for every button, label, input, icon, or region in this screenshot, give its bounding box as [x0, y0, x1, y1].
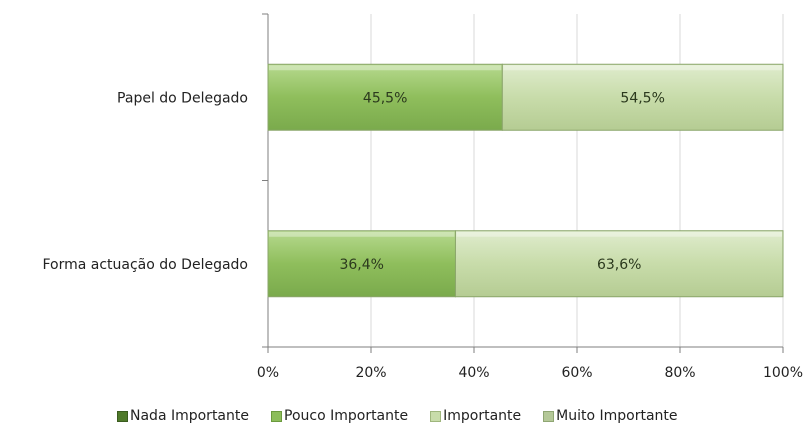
legend: Nada Importante Pouco Importante Importa… — [117, 408, 678, 424]
legend-swatch-importante — [430, 410, 442, 422]
x-tick-label-4: 80% — [664, 365, 695, 381]
labels: 0% 20% 40% 60% 80% 100% Papel do Delegado 45,5%… — [42, 90, 803, 381]
bar-highlight-importante-papel-do-delegado — [503, 65, 782, 71]
x-tick-label-3: 60% — [561, 365, 592, 381]
legend-label-muito-importante: Muito Importante — [556, 408, 678, 424]
data-label-pouco-importante-forma-actuacao-do-delegado: 36,4% — [339, 257, 383, 273]
legend-item-nada-importante: Nada Importante — [117, 408, 249, 424]
legend-item-muito-importante: Muito Importante — [543, 408, 678, 424]
category-label-papel-do-delegado: Papel do Delegado — [117, 90, 248, 106]
x-tick-label-0: 0% — [257, 365, 279, 381]
legend-item-pouco-importante: Pouco Importante — [271, 408, 408, 424]
bar-highlight-importante-forma-actuacao-do-delegado — [456, 231, 782, 237]
bar-pouco-importante-papel-do-delegado — [267, 63, 503, 131]
bar-importante-papel-do-delegado — [501, 63, 784, 131]
bar-importante-forma-actuacao-do-delegado — [454, 230, 784, 298]
legend-swatch-nada-importante — [117, 410, 128, 422]
x-tick-label-1: 20% — [355, 365, 386, 381]
category-label-forma-actuacao-do-delegado: Forma actuação do Delegado — [42, 257, 248, 273]
legend-label-importante: Importante — [443, 408, 522, 424]
legend-label-nada-importante: Nada Importante — [130, 408, 249, 424]
x-tick-label-2: 40% — [458, 365, 489, 381]
bars — [267, 63, 784, 298]
legend-swatch-muito-importante — [543, 410, 555, 422]
bar-highlight-pouco-importante-papel-do-delegado — [269, 65, 502, 71]
data-label-pouco-importante-papel-do-delegado: 45,5% — [363, 90, 407, 106]
bar-highlight-pouco-importante-forma-actuacao-do-delegado — [269, 231, 455, 237]
legend-item-importante: Importante — [430, 408, 521, 424]
data-label-importante-forma-actuacao-do-delegado: 63,6% — [597, 257, 641, 273]
data-label-importante-papel-do-delegado: 54,5% — [620, 90, 664, 106]
legend-label-pouco-importante: Pouco Importante — [284, 408, 409, 424]
legend-swatch-pouco-importante — [271, 410, 282, 422]
x-tick-label-5: 100% — [763, 365, 803, 381]
